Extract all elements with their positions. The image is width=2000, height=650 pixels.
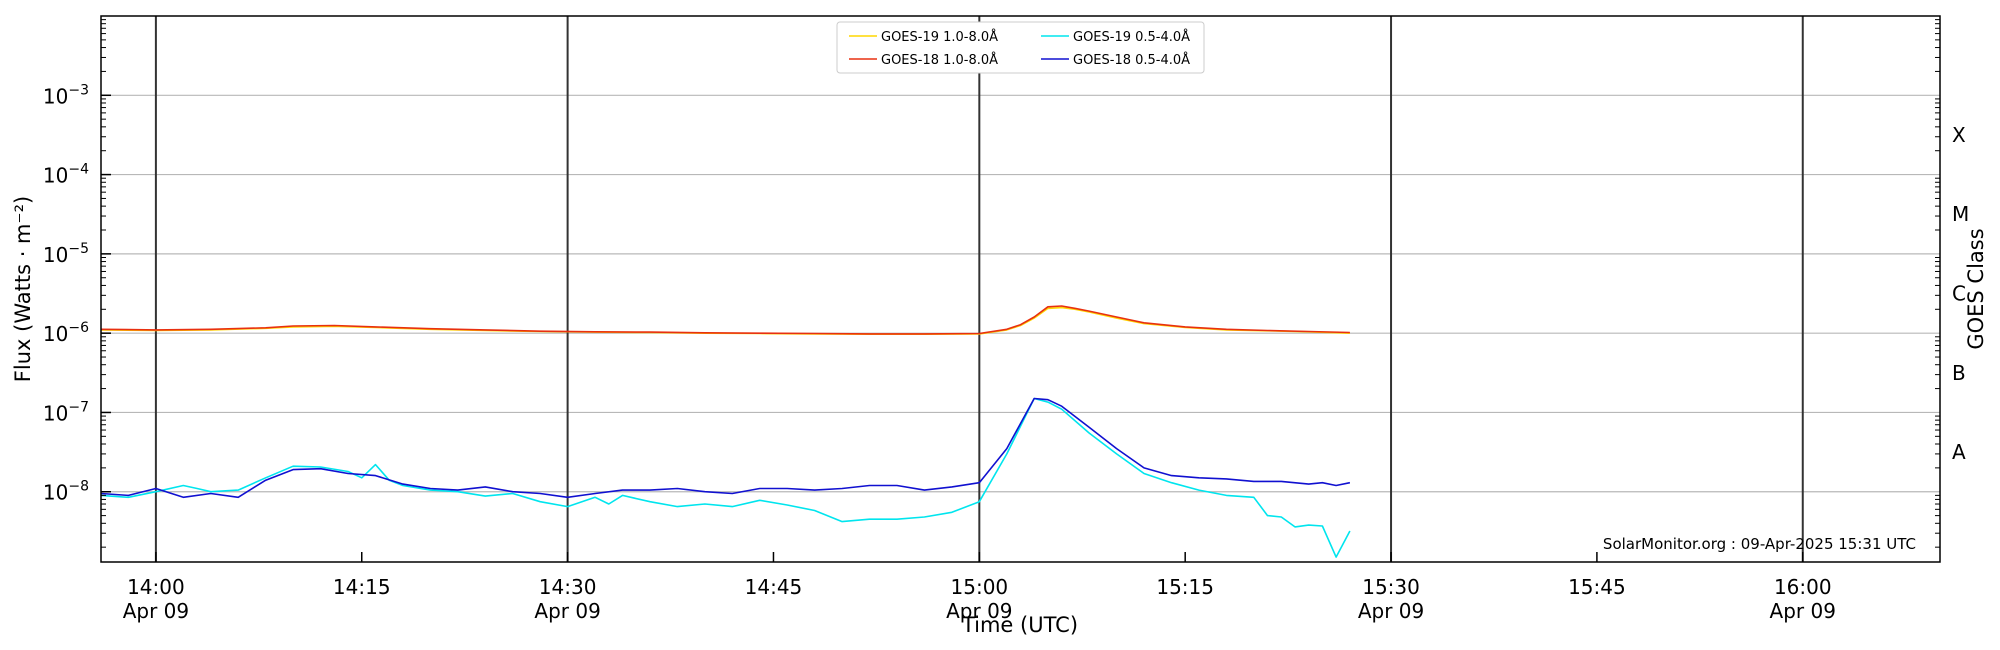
x-tick-date-label: Apr 09 <box>1358 599 1424 623</box>
goes-class-label: C <box>1952 282 1966 306</box>
legend-box <box>836 21 1205 74</box>
x-tick-date-label: Apr 09 <box>946 599 1012 623</box>
x-tick-date-label: Apr 09 <box>534 599 600 623</box>
legend-entry-label: GOES-18 0.5-4.0Å <box>1073 52 1190 68</box>
x-tick-label: 14:00 <box>127 575 185 599</box>
goes-class-label: M <box>1952 202 1969 226</box>
x-tick-label: 14:45 <box>745 575 803 599</box>
goes-class-label: A <box>1952 440 1966 464</box>
y-tick-label: 10−4 <box>43 162 89 188</box>
x-tick-label: 15:15 <box>1156 575 1214 599</box>
y-tick-label: 10−6 <box>43 320 89 346</box>
x-tick-label: 15:00 <box>951 575 1009 599</box>
x-tick-label: 15:30 <box>1362 575 1420 599</box>
source-annotation: SolarMonitor.org : 09-Apr-2025 15:31 UTC <box>1603 535 1916 553</box>
x-tick-date-label: Apr 09 <box>123 599 189 623</box>
x-tick-label: 16:00 <box>1774 575 1832 599</box>
x-tick-label: 14:30 <box>539 575 597 599</box>
x-tick-date-label: Apr 09 <box>1770 599 1836 623</box>
x-axis-label: Time (UTC) <box>961 613 1078 637</box>
series-line <box>100 305 1350 335</box>
plot-frame <box>100 15 1941 563</box>
series-line <box>100 397 1351 558</box>
y-axis-label: Flux (Watts · m⁻²) <box>11 196 35 382</box>
series-line <box>100 306 1350 336</box>
legend: GOES-19 1.0-8.0Å GOES-18 1.0-8.0Å GOES-19 … <box>836 21 1205 74</box>
legend-entry-label: GOES-18 1.0-8.0Å <box>881 52 998 68</box>
y-tick-label: 10−8 <box>43 479 89 505</box>
legend-entry-label: GOES-19 1.0-8.0Å <box>881 29 998 45</box>
y-tick-label: 10−3 <box>43 82 89 108</box>
y-tick-label: 10−5 <box>43 241 89 267</box>
goes-class-label: X <box>1952 123 1966 147</box>
legend-entry-label: GOES-19 0.5-4.0Å <box>1073 29 1190 45</box>
y-axis-right-label: GOES Class <box>1964 228 1988 349</box>
x-tick-label: 15:45 <box>1568 575 1626 599</box>
y-tick-label: 10−7 <box>43 399 89 425</box>
series-line <box>100 397 1351 499</box>
grid-layer <box>101 94 1940 493</box>
x-tick-label: 14:15 <box>333 575 391 599</box>
goes-class-label: B <box>1952 361 1966 385</box>
vertical-time-lines <box>154 16 1804 562</box>
series-layer <box>100 305 1351 558</box>
